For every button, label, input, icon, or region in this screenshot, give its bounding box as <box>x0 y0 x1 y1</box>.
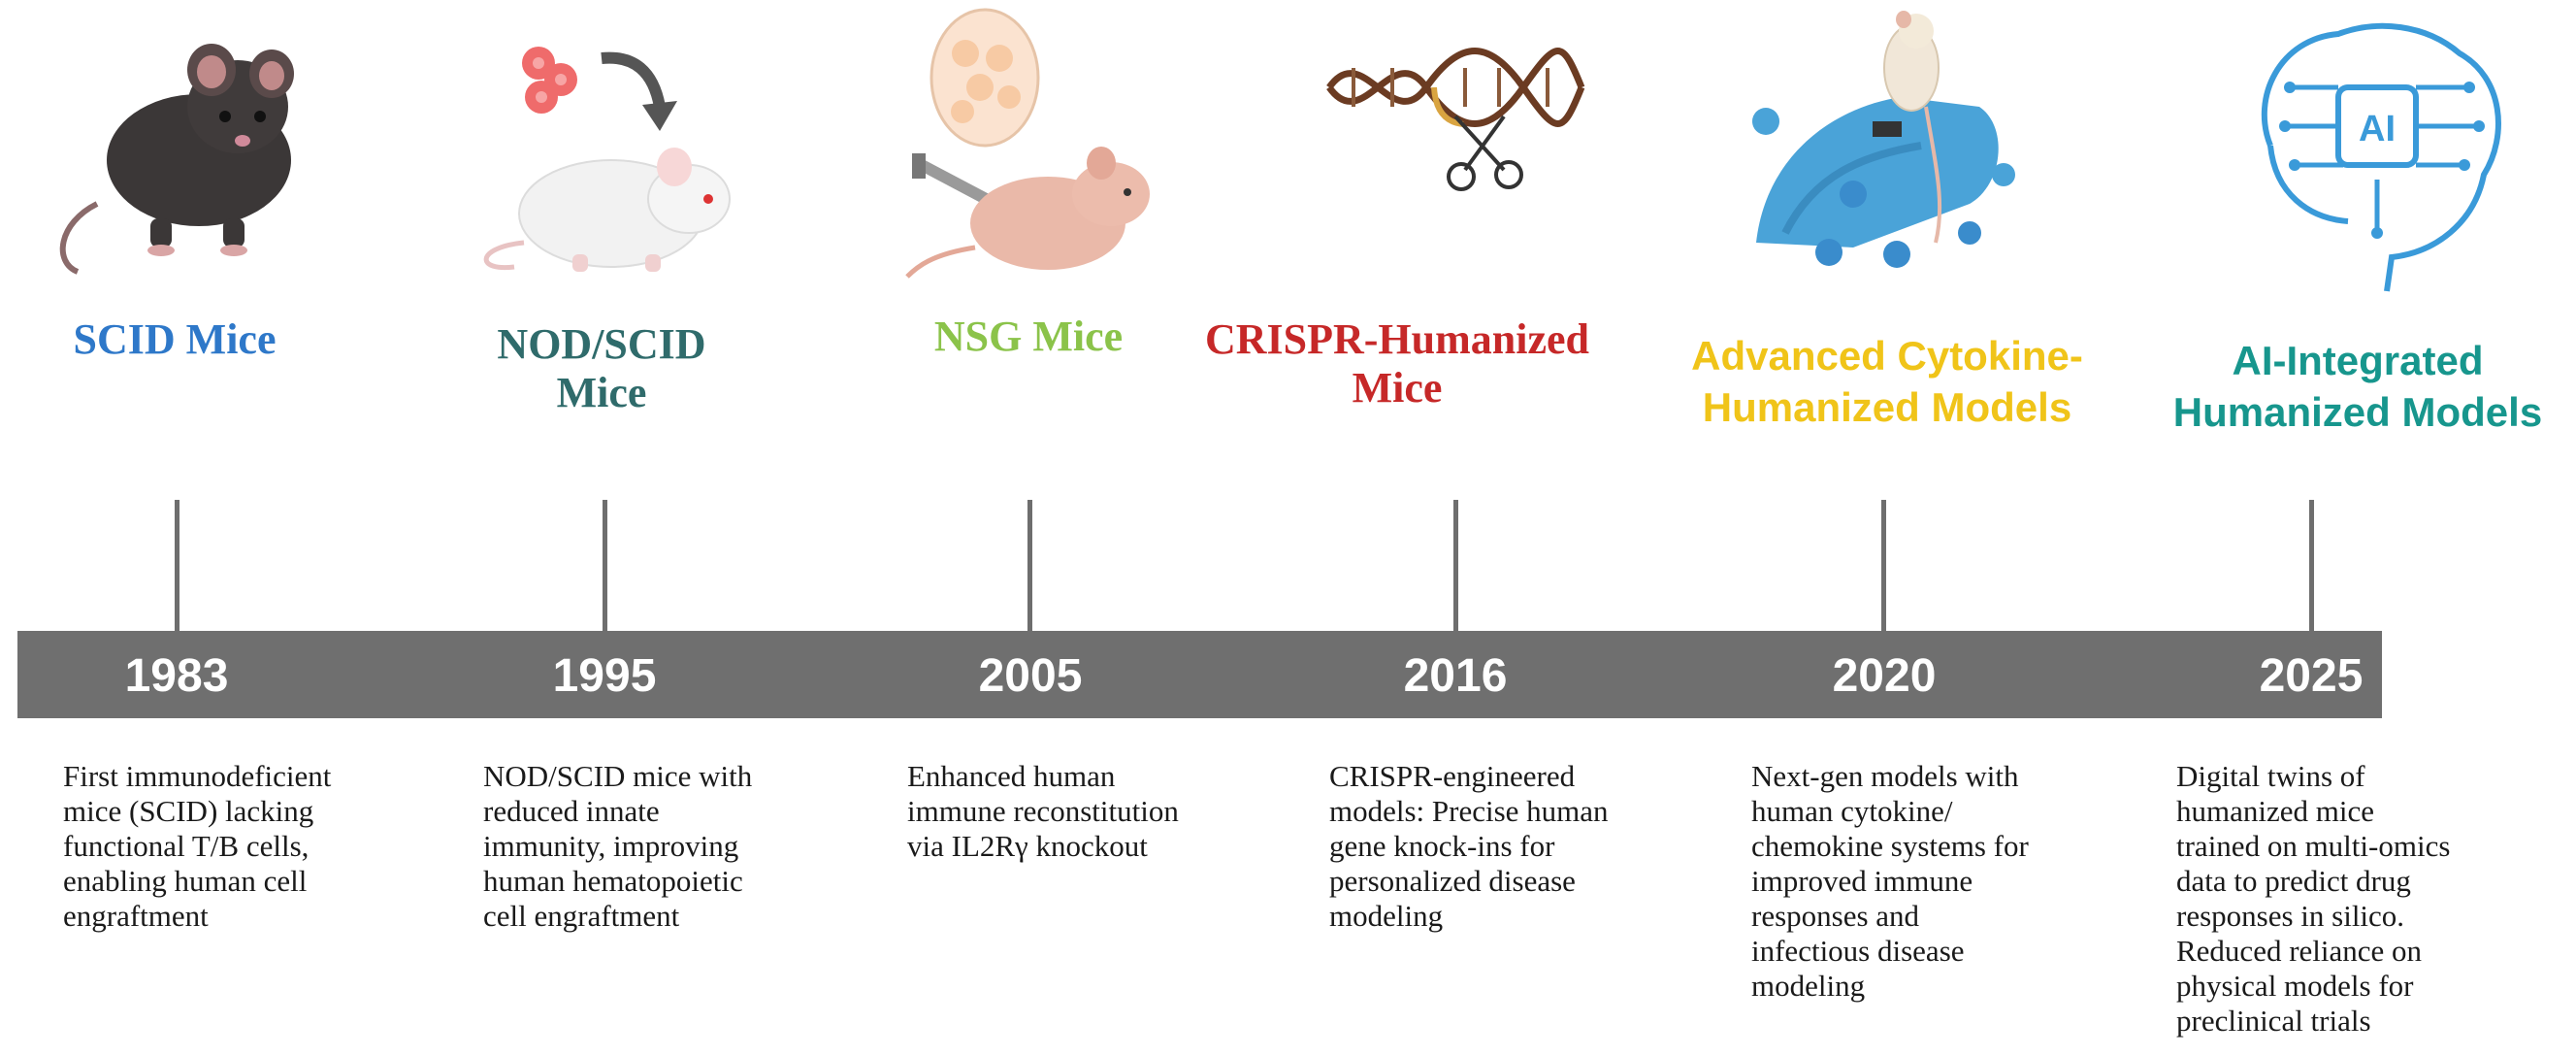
year-label: 1983 <box>124 650 229 702</box>
timeline-tick <box>603 500 607 636</box>
milestone-title-2020: Advanced Cytokine- Humanized Models <box>1691 333 2083 430</box>
milestone-title-2025: AI-Integrated Humanized Models <box>2172 338 2543 435</box>
timeline-tick <box>2309 500 2314 636</box>
milestone-description-2005: Enhanced human immune reconstitution via… <box>907 759 1179 863</box>
year-label: 1995 <box>552 650 657 702</box>
year-label: 2025 <box>2259 650 2364 702</box>
timeline-bar <box>17 631 2382 718</box>
dna-scissors-icon <box>1326 48 1585 191</box>
white-mouse-with-cells-icon <box>483 47 731 272</box>
timeline-tick <box>1027 500 1032 636</box>
milestone-description-1995: NOD/SCID mice with reduced innate immuni… <box>483 759 753 933</box>
black-mouse-icon <box>59 44 294 275</box>
milestone-title-1983: SCID Mice <box>73 315 277 363</box>
milestone-title-2016: CRISPR-Humanized Mice <box>1204 315 1590 412</box>
year-label: 2020 <box>1832 650 1937 702</box>
ai-chip-label: AI <box>2359 109 2396 149</box>
nude-mouse-injection-icon <box>905 8 1150 279</box>
milestone-description-1983: First immunodeficient mice (SCID) lackin… <box>63 759 332 933</box>
year-label: 2016 <box>1403 650 1508 702</box>
milestone-description-2020: Next-gen models with human cytokine/ che… <box>1751 759 2029 1003</box>
timeline-tick <box>1453 500 1458 636</box>
milestone-description-2016: CRISPR-engineered models: Precise human … <box>1329 759 1609 933</box>
year-label: 2005 <box>978 650 1083 702</box>
timeline-tick <box>1881 500 1886 636</box>
timeline-tick <box>175 500 179 636</box>
milestone-description-2025: Digital twins of humanized mice trained … <box>2176 759 2451 1038</box>
milestone-title-1995: NOD/SCID Mice <box>497 320 706 416</box>
gloved-hand-mouse-icon <box>1752 11 2015 268</box>
milestone-title-2005: NSG Mice <box>933 313 1124 360</box>
ai-brain-circuit-icon: AI <box>2261 22 2501 292</box>
